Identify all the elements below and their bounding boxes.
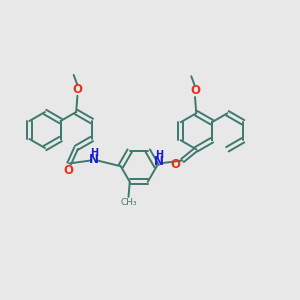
- Text: CH₃: CH₃: [120, 198, 137, 207]
- Text: H: H: [90, 148, 98, 158]
- Text: H: H: [155, 151, 163, 160]
- Text: O: O: [72, 83, 82, 96]
- Text: O: O: [63, 164, 73, 178]
- Text: O: O: [170, 158, 181, 172]
- Text: N: N: [89, 153, 99, 166]
- Text: O: O: [190, 84, 200, 97]
- Text: N: N: [154, 155, 164, 168]
